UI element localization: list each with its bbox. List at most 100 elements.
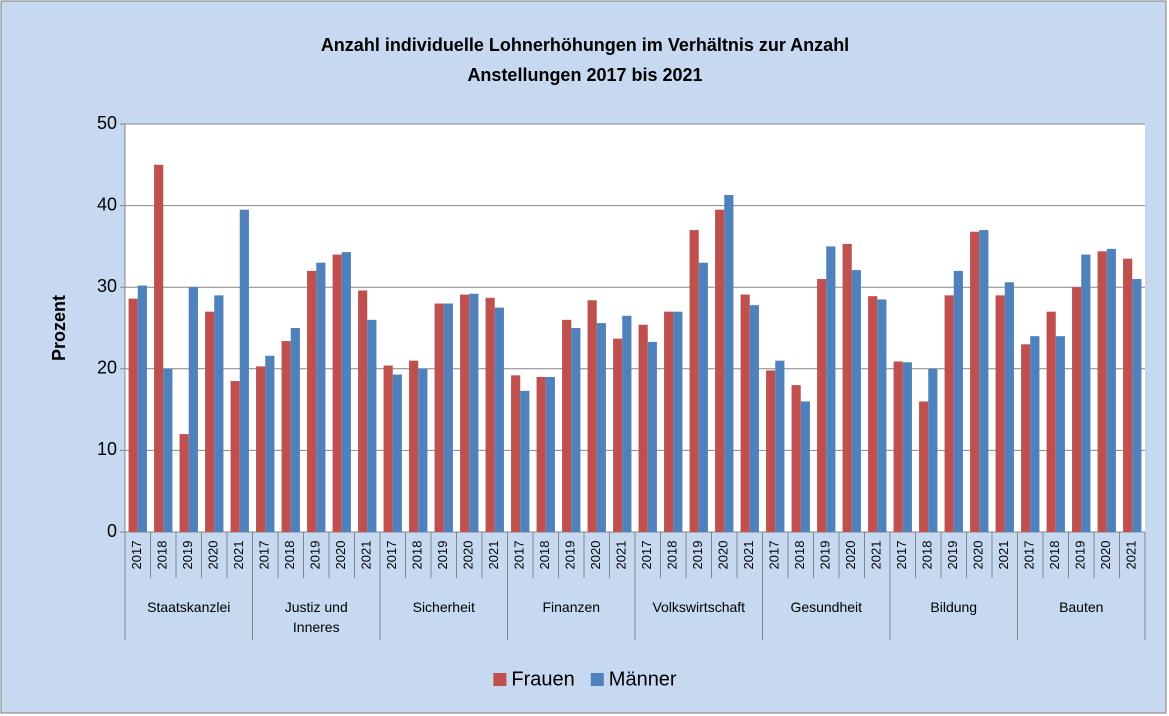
x-tick-label: 2020 [1098, 541, 1113, 570]
group-label: Bildung [930, 599, 978, 615]
bar [418, 368, 428, 532]
y-tick-label: 50 [97, 113, 117, 133]
x-tick-label: 2021 [486, 541, 501, 570]
bar [332, 254, 342, 532]
x-tick-label: 2019 [1073, 541, 1088, 570]
bar [826, 246, 836, 532]
bar [689, 230, 699, 532]
bar [443, 303, 453, 532]
x-tick-label: 2021 [614, 541, 629, 570]
bar [494, 307, 504, 532]
x-tick-label: 2021 [1124, 541, 1139, 570]
bar [137, 285, 147, 532]
x-tick-label: 2019 [308, 541, 323, 570]
bar [944, 295, 954, 532]
x-tick-label: 2020 [333, 541, 348, 570]
bar [128, 298, 138, 532]
bar [1021, 344, 1031, 532]
bar [265, 355, 275, 532]
bar [281, 341, 291, 532]
x-tick-label: 2017 [512, 541, 527, 570]
x-tick-label: 2019 [690, 541, 705, 570]
bar [205, 311, 215, 532]
x-tick-label: 2020 [971, 541, 986, 570]
bar [1123, 258, 1133, 532]
x-tick-label: 2021 [741, 541, 756, 570]
bar [341, 252, 351, 532]
bar [953, 270, 963, 532]
x-tick-label: 2019 [563, 541, 578, 570]
bar [409, 360, 419, 532]
bar [868, 296, 878, 532]
bar [1132, 279, 1142, 532]
group-label: Finanzen [542, 599, 601, 615]
x-tick-label: 2018 [920, 541, 935, 570]
group-label: Sicherheit [412, 599, 475, 615]
bar [256, 366, 266, 532]
y-tick-label: 20 [97, 358, 117, 378]
x-tick-label: 2017 [129, 541, 144, 570]
group-label: Gesundheit [790, 599, 863, 615]
bar [698, 262, 708, 532]
bar [851, 270, 861, 532]
bar [817, 279, 827, 532]
bar [460, 294, 470, 532]
bar [613, 338, 623, 532]
bar [1097, 251, 1107, 532]
bar [316, 262, 326, 532]
bar [562, 319, 572, 532]
bar [673, 311, 683, 532]
bar [1106, 248, 1116, 532]
bar [1046, 311, 1056, 532]
bar [511, 375, 521, 532]
bar [766, 370, 776, 532]
x-tick-label: 2019 [435, 541, 450, 570]
x-tick-label: 2018 [537, 541, 552, 570]
bar [587, 300, 597, 532]
legend-label: Frauen [511, 668, 574, 690]
bar [188, 287, 198, 532]
bar [740, 294, 750, 532]
x-tick-label: 2018 [1047, 541, 1062, 570]
bar [638, 324, 648, 532]
bar [520, 390, 530, 532]
x-tick-label: 2017 [894, 541, 909, 570]
x-tick-label: 2020 [843, 541, 858, 570]
bar [358, 290, 368, 532]
bar [1030, 336, 1040, 532]
bar [893, 361, 903, 532]
x-tick-label: 2020 [461, 541, 476, 570]
bar [877, 299, 887, 532]
bar [775, 360, 785, 532]
bar [1081, 254, 1091, 532]
x-tick-label: 2020 [716, 541, 731, 570]
x-tick-label: 2017 [639, 541, 654, 570]
bar [995, 295, 1005, 532]
bar [434, 303, 444, 532]
bar [979, 230, 989, 532]
bar [647, 341, 657, 532]
bar [485, 297, 495, 532]
x-tick-label: 2017 [257, 541, 272, 570]
bar [715, 209, 725, 532]
bar [928, 368, 938, 532]
bar [392, 374, 402, 532]
group-label: Staatskanzlei [147, 599, 231, 615]
bar [970, 231, 980, 532]
bar [154, 164, 164, 533]
group-label: Bauten [1059, 599, 1104, 615]
bar [902, 362, 912, 532]
chart-title: Anzahl individuelle Lohnerhöhungen im Ve… [320, 35, 850, 85]
x-tick-label: 2018 [282, 541, 297, 570]
x-tick-label: 2017 [384, 541, 399, 570]
x-tick-label: 2018 [410, 541, 425, 570]
bar [230, 381, 240, 532]
bar [596, 323, 606, 532]
y-tick-label: 30 [97, 276, 117, 296]
x-tick-label: 2020 [588, 541, 603, 570]
bar [239, 209, 249, 532]
x-tick-label: 2020 [206, 541, 221, 570]
bar [842, 243, 852, 532]
x-tick-label: 2018 [155, 541, 170, 570]
